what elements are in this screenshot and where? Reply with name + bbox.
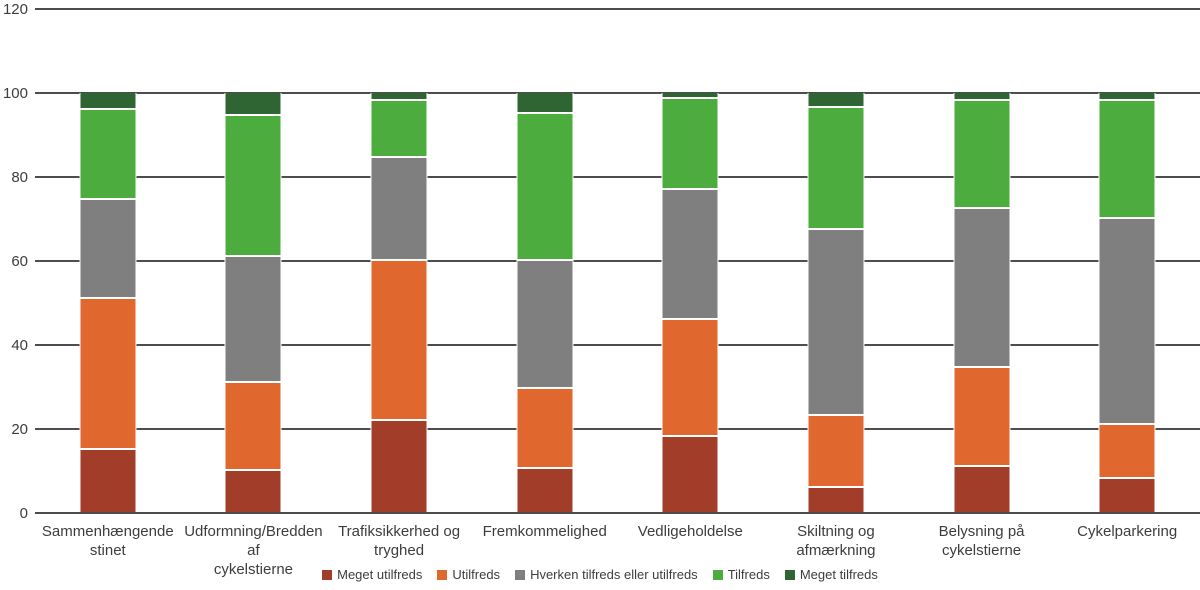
category-label-trafiksikkerhed-og: Trafiksikkerhed og tryghed [338,523,461,559]
legend-item-meget-tilfreds: Meget tilfreds [784,567,878,582]
gridline-40 [35,344,1200,346]
category-label-fremkommelighed: Fremkommelighed [482,523,607,540]
bar-segment-utilfreds [79,298,137,450]
bar-segment-meget-tilfreds [661,93,719,100]
gridline-80 [35,176,1200,178]
bar-segment-tilfreds [953,101,1011,209]
bar-segment-utilfreds [807,416,865,488]
legend-swatch-icon [712,569,723,580]
y-tick-label-40: 40 [11,336,28,354]
legend-item-meget-utilfreds: Meget utilfreds [322,567,422,582]
bar-segment-utilfreds [516,389,574,469]
bar-segment-hverken-tilfreds-eller-utilfreds [516,261,574,390]
bar-group-vedligeholdelse [618,9,764,513]
bar-segment-meget-utilfreds [1098,479,1156,513]
bar-segment-utilfreds [953,368,1011,467]
bar-segment-meget-tilfreds [370,93,428,102]
bar-segment-utilfreds [661,319,719,438]
bar-group-fremkommelighed [472,9,618,513]
stacked-bar [661,93,719,513]
bar-segment-meget-tilfreds [953,93,1011,102]
legend-swatch-icon [784,569,795,580]
bar-group-cykelparkering [1054,9,1200,513]
category-label-belysning-p: Belysning på cykelstierne [938,523,1025,559]
legend-label: Utilfreds [452,567,501,582]
y-tick-label-20: 20 [11,420,28,438]
bar-group-skiltning-og [763,9,909,513]
x-axis-line [35,511,1200,514]
legend-label: Hverken tilfreds eller utilfreds [530,567,698,582]
legend: Meget utilfreds Utilfreds Hverken tilfreds… [0,567,1200,582]
category-label-vedligeholdelse: Vedligeholdelse [637,523,743,540]
bar-segment-meget-tilfreds [807,93,865,108]
x-axis-category-labels: Sammenhængende stinet Udformning/Bredden … [35,522,1200,579]
gridline-120 [35,8,1200,10]
bar-segment-hverken-tilfreds-eller-utilfreds [224,256,282,383]
bar-segment-meget-utilfreds [661,437,719,513]
category-label-skiltning-og: Skiltning og afmærkning [796,523,876,559]
bar-segment-hverken-tilfreds-eller-utilfreds [1098,219,1156,425]
plot-area [35,8,1200,514]
bar-segment-meget-utilfreds [79,450,137,513]
legend-swatch-icon [515,569,526,580]
gridline-100 [35,92,1200,94]
bar-group-sammenh-ngende [35,9,181,513]
category-label-udformning-bredden-af: Udformning/Bredden af cykelstierne [184,523,323,578]
y-tick-label-120: 120 [2,0,28,18]
stacked-bar [224,93,282,513]
y-tick-label-60: 60 [11,252,28,270]
bar-group-udformning-bredden-af [181,9,327,513]
y-tick-label-80: 80 [11,168,28,186]
bar-segment-tilfreds [370,101,428,159]
legend-item-utilfreds: Utilfreds [437,567,500,582]
gridline-60 [35,260,1200,262]
bar-group-trafiksikkerhed-og [326,9,472,513]
category-label-cykelparkering: Cykelparkering [1077,523,1178,540]
bar-segment-tilfreds [1098,101,1156,220]
stacked-bar [79,93,137,513]
bar-segment-meget-utilfreds [370,420,428,513]
stacked-bar [953,93,1011,513]
y-tick-label-100: 100 [2,84,28,102]
bar-segment-meget-tilfreds [516,93,574,115]
bar-segment-meget-utilfreds [953,466,1011,513]
bar-segment-hverken-tilfreds-eller-utilfreds [370,158,428,262]
legend-label: Meget utilfreds [337,567,423,582]
legend-label: Meget tilfreds [799,567,878,582]
bar-segment-hverken-tilfreds-eller-utilfreds [953,208,1011,369]
gridline-20 [35,428,1200,430]
stacked-bar [370,93,428,513]
bar-segment-tilfreds [807,107,865,230]
legend-label: Tilfreds [727,567,770,582]
bar-bands [35,9,1200,513]
legend-swatch-icon [437,569,448,580]
legend-swatch-icon [322,569,333,580]
bar-segment-meget-tilfreds [1098,93,1156,102]
legend-item-hverken-tilfreds-eller-utilfreds: Hverken tilfreds eller utilfreds [515,567,698,582]
bar-segment-meget-utilfreds [516,468,574,513]
category-label-sammenh-ngende: Sammenhængende stinet [41,523,174,559]
bar-segment-tilfreds [224,116,282,257]
bar-segment-meget-tilfreds [224,93,282,117]
bar-group-belysning-p [909,9,1055,513]
bar-segment-meget-utilfreds [224,471,282,513]
bar-segment-utilfreds [370,261,428,421]
bar-segment-tilfreds [661,99,719,190]
bar-segment-hverken-tilfreds-eller-utilfreds [79,200,137,299]
y-tick-label-0: 0 [19,504,28,522]
bar-segment-tilfreds [79,109,137,201]
bar-segment-utilfreds [1098,424,1156,480]
stacked-bar [1098,93,1156,513]
bar-segment-meget-utilfreds [807,487,865,513]
bar-segment-hverken-tilfreds-eller-utilfreds [807,229,865,417]
bar-segment-hverken-tilfreds-eller-utilfreds [661,189,719,320]
stacked-bar [516,93,574,513]
stacked-bar [807,93,865,513]
bar-segment-meget-tilfreds [79,93,137,110]
bar-segment-utilfreds [224,382,282,471]
bar-segment-tilfreds [516,114,574,262]
legend-item-tilfreds: Tilfreds [712,567,770,582]
